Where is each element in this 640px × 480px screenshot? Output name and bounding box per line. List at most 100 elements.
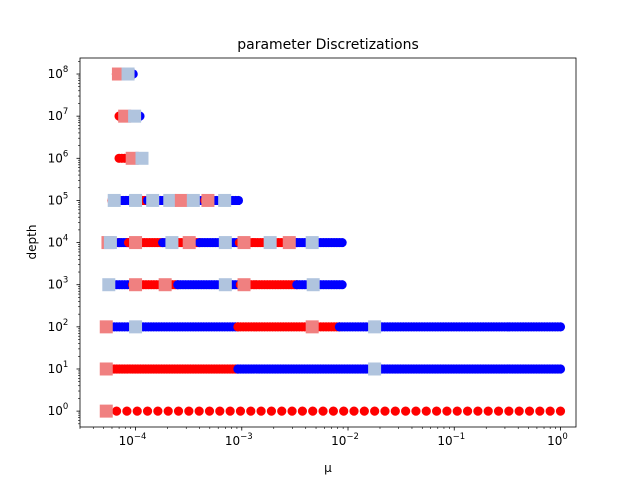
y-axis: 100 101 102 103 104 105 106 107 108 (48, 61, 80, 425)
marker-square (368, 362, 382, 376)
data-point (153, 406, 163, 416)
data-point (432, 406, 442, 416)
depth-row (99, 404, 566, 418)
data-point (349, 406, 359, 416)
x-axis: 10−4 10−3 10−2 10−1 100 (79, 427, 568, 448)
y-axis-label: depth (25, 225, 39, 260)
y-tick-label: 107 (48, 107, 69, 123)
depth-row (111, 67, 138, 81)
data-point (277, 406, 287, 416)
data-point (442, 406, 452, 416)
depth-row (99, 362, 566, 376)
marker-square (165, 236, 179, 250)
data-point (194, 406, 204, 416)
data-point (308, 406, 318, 416)
marker-square (368, 320, 382, 334)
data-point (514, 406, 524, 416)
marker-square (129, 236, 143, 250)
marker-square (129, 193, 143, 207)
marker-square (99, 362, 113, 376)
data-point (421, 406, 431, 416)
marker-square (135, 151, 149, 165)
marker-square (237, 236, 251, 250)
y-tick-label: 102 (48, 318, 69, 334)
marker-square (263, 236, 277, 250)
data-point (246, 406, 256, 416)
data-point (204, 406, 215, 416)
marker-square (129, 278, 143, 292)
depth-row (101, 236, 347, 250)
y-tick-label: 103 (48, 276, 69, 292)
marker-square (146, 193, 160, 207)
marker-square (218, 278, 232, 292)
data-point (337, 237, 347, 248)
depth-row (107, 193, 244, 207)
y-tick-label: 105 (48, 191, 69, 207)
data-point (173, 406, 184, 416)
data-point (256, 406, 266, 416)
data-point (535, 406, 545, 416)
marker-square (158, 278, 172, 292)
data-point (233, 195, 244, 206)
data-point (142, 406, 153, 416)
depth-row (99, 320, 566, 334)
marker-square (182, 236, 196, 250)
plot-area (99, 67, 566, 418)
data-point (401, 406, 411, 416)
data-point (287, 406, 297, 416)
data-point (184, 406, 194, 416)
x-tick-label: 10−4 (119, 432, 147, 448)
marker-square (306, 278, 320, 292)
x-tick-label: 100 (547, 432, 568, 448)
data-point (380, 406, 390, 416)
data-point (370, 406, 380, 416)
data-point (524, 406, 535, 416)
marker-square (163, 193, 177, 207)
marker-square (125, 151, 139, 165)
data-point (555, 322, 566, 332)
marker-square (186, 193, 200, 207)
x-tick-label: 10−3 (225, 432, 253, 448)
marker-square (129, 320, 143, 334)
data-point (452, 406, 462, 416)
data-point (483, 406, 493, 416)
x-tick-label: 10−2 (331, 432, 359, 448)
y-tick-label: 100 (48, 402, 69, 418)
marker-square (107, 193, 121, 207)
marker-square (305, 320, 319, 334)
y-tick-label: 104 (48, 234, 69, 250)
data-point (297, 406, 307, 416)
data-point (462, 406, 473, 416)
y-tick-label: 108 (48, 65, 69, 81)
data-point (493, 406, 504, 416)
data-point (359, 406, 369, 416)
data-point (328, 406, 338, 416)
y-tick-label: 106 (48, 149, 69, 165)
data-point (504, 406, 514, 416)
data-point (390, 406, 400, 416)
marker-square (201, 193, 215, 207)
depth-row (114, 109, 145, 123)
chart-title: parameter Discretizations (237, 37, 419, 53)
marker-square (99, 320, 113, 334)
marker-square (282, 236, 296, 250)
marker-square (128, 109, 142, 123)
marker-square (118, 109, 132, 123)
data-point (555, 364, 566, 374)
data-point (111, 406, 122, 416)
data-point (555, 406, 566, 416)
x-tick-label: 10−1 (437, 432, 465, 448)
marker-square (237, 278, 251, 292)
y-tick-label: 101 (48, 360, 69, 376)
data-point (215, 406, 225, 416)
marker-square (102, 278, 116, 292)
data-point (339, 406, 349, 416)
marker-square (174, 193, 188, 207)
depth-row (114, 151, 149, 165)
marker-square (121, 67, 135, 81)
marker-square (103, 236, 117, 250)
data-point (266, 406, 277, 416)
data-point (318, 406, 328, 416)
data-point (411, 406, 421, 416)
